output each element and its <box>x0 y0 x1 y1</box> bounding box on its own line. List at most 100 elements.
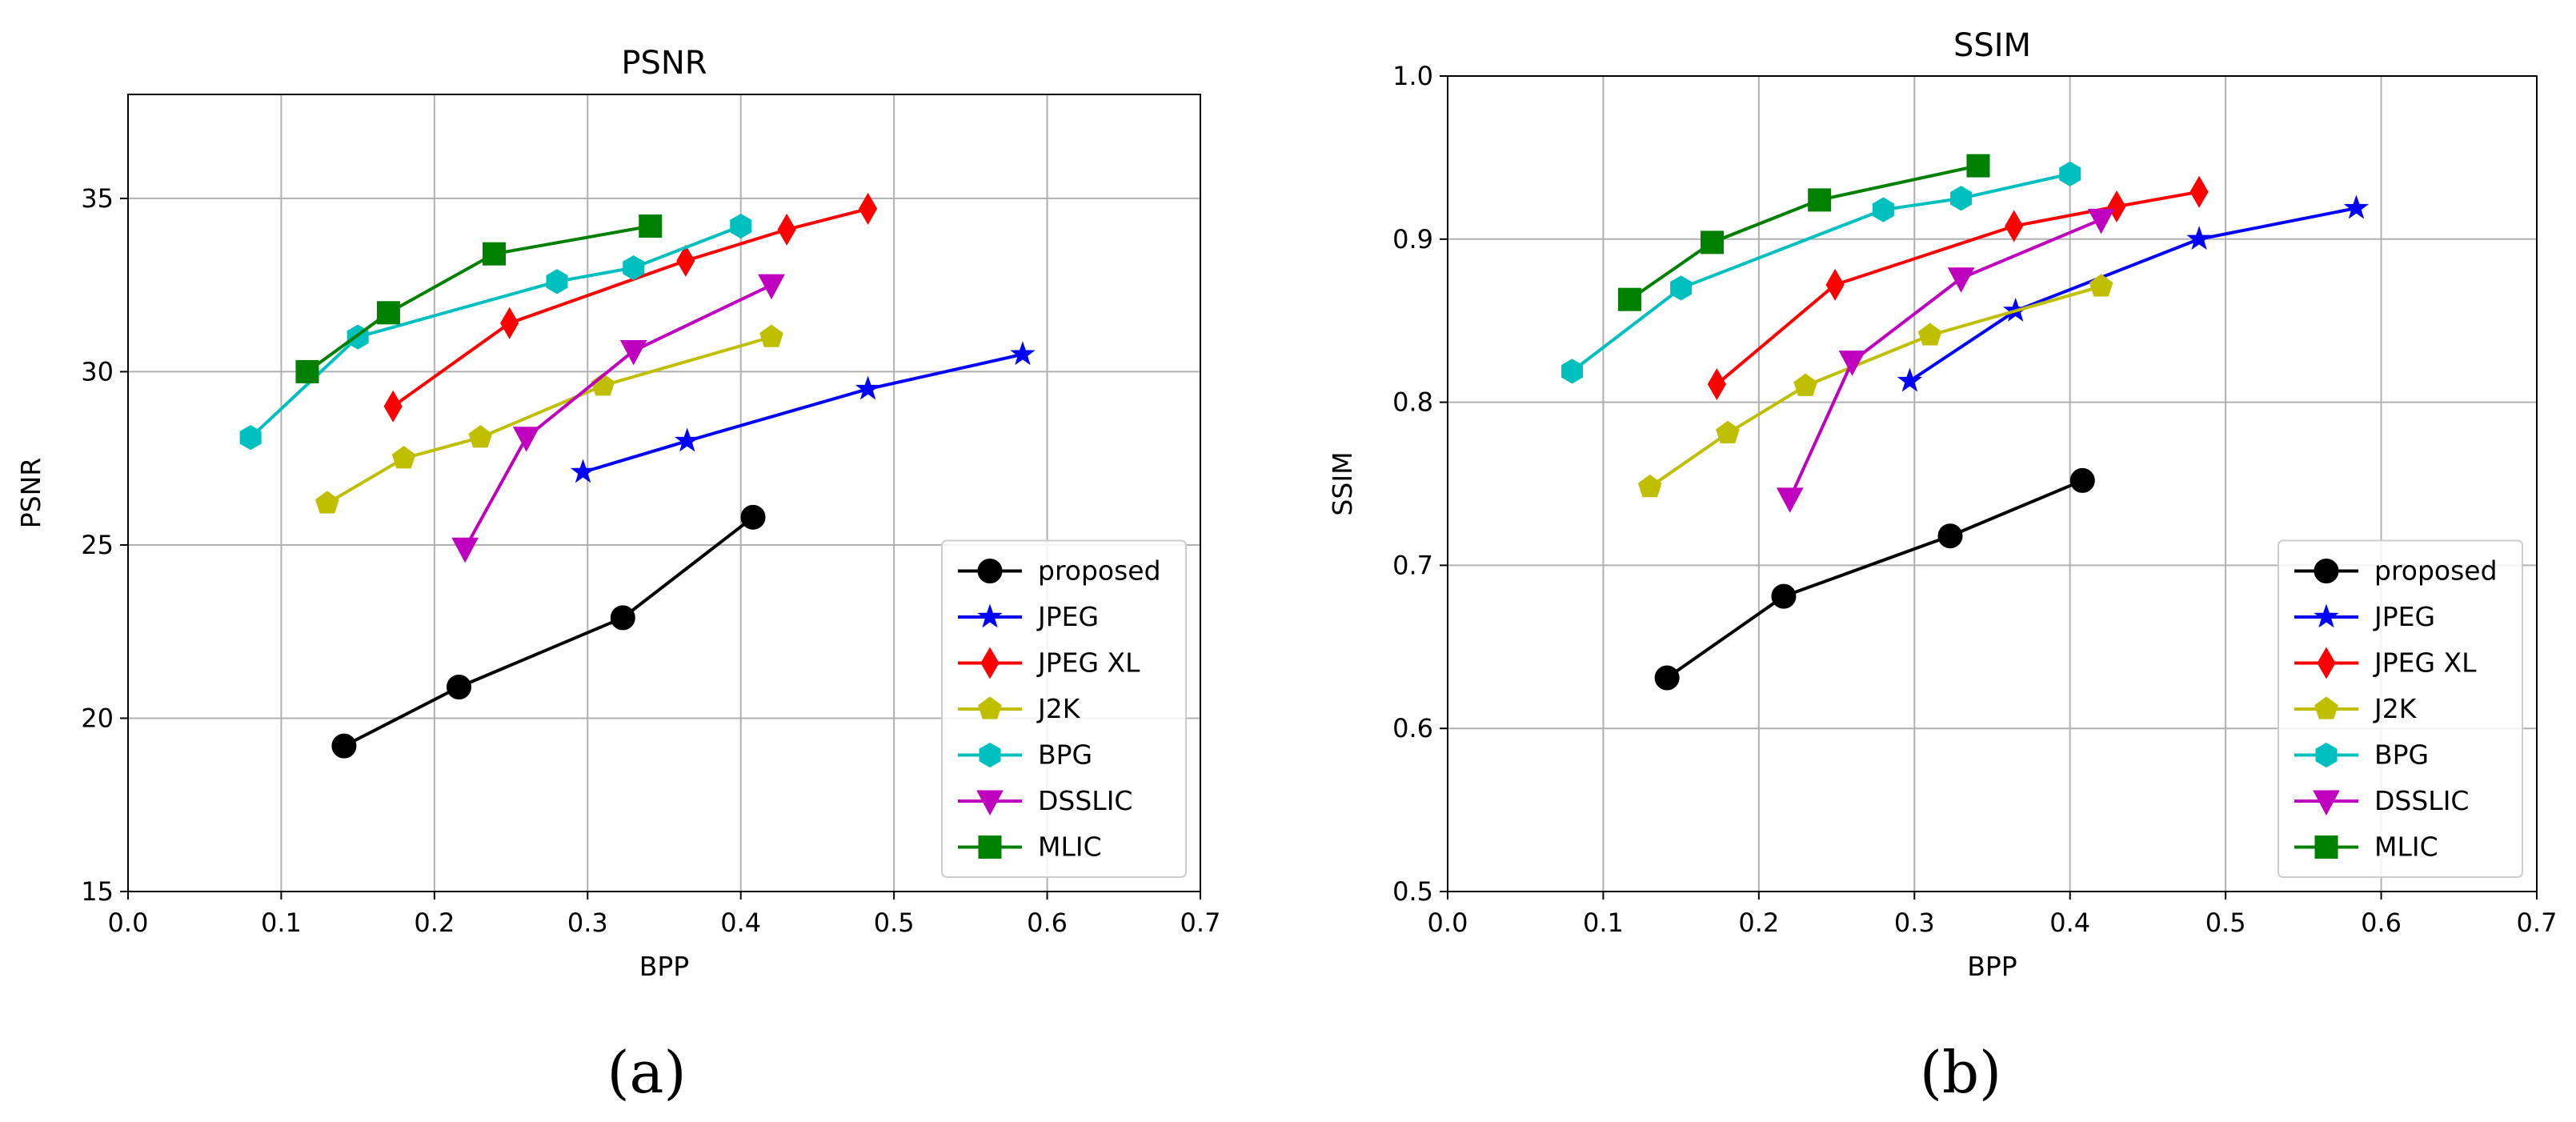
y-axis-label: SSIM <box>1327 451 1358 515</box>
data-point <box>2189 175 2209 208</box>
data-point <box>2059 161 2081 186</box>
series-proposed <box>1654 467 2095 691</box>
data-point <box>759 324 783 347</box>
series-bpg <box>1561 161 2081 384</box>
data-point <box>1947 267 1975 293</box>
data-point <box>619 339 647 366</box>
data-point <box>1950 186 1973 211</box>
legend-label: DSSLIC <box>1038 785 1132 816</box>
y-tick-label: 1.0 <box>1392 61 1433 91</box>
data-point <box>2186 226 2212 250</box>
x-tick-label: 0.5 <box>874 908 915 938</box>
legend-box <box>2278 539 2523 878</box>
legend-item: proposed <box>958 555 1161 587</box>
data-point <box>777 213 796 246</box>
legend-marker <box>2315 742 2338 768</box>
y-tick-label: 25 <box>81 530 114 560</box>
legend-marker <box>976 790 1004 816</box>
legend-label: JPEG XL <box>2373 647 2477 679</box>
y-tick-label: 0.6 <box>1392 713 1433 743</box>
y-tick-label: 0.7 <box>1392 550 1433 580</box>
legend-marker <box>2317 647 2336 679</box>
series-j2k <box>1637 274 2113 498</box>
legend-item: JPEG XL <box>958 647 1140 679</box>
data-point <box>2069 467 2095 493</box>
legend-label: BPG <box>1038 739 1092 771</box>
series-jpeg <box>570 341 1036 483</box>
legend-marker <box>2314 559 2339 583</box>
x-tick-label: 0.3 <box>567 908 608 938</box>
legend-label: proposed <box>1038 555 1161 587</box>
series-line <box>306 224 651 374</box>
y-tick-label: 0.5 <box>1392 876 1433 907</box>
x-tick-label: 0.2 <box>1738 908 1779 938</box>
data-point <box>376 301 400 325</box>
series-line <box>1788 218 2102 499</box>
series-line <box>1665 479 2084 679</box>
data-point <box>383 390 403 423</box>
data-point <box>855 375 881 400</box>
series-mlic <box>295 214 663 383</box>
legend-marker <box>978 696 1002 719</box>
data-point <box>676 244 695 277</box>
legend-label: BPG <box>2374 739 2429 771</box>
y-axis-label: PSNR <box>15 458 46 528</box>
data-point <box>1561 359 1584 384</box>
y-tick-label: 0.9 <box>1392 224 1433 254</box>
legend-marker <box>977 603 1003 628</box>
data-point <box>610 605 635 631</box>
data-point <box>391 446 416 469</box>
subcaption-a: (a) <box>607 1039 686 1106</box>
data-point <box>1793 373 1818 396</box>
legend: proposed JPEG JPEG XL J2K BPG DSSLIC MLIC <box>2278 539 2523 878</box>
x-tick-label: 0.6 <box>2361 908 2402 938</box>
data-point <box>483 242 507 266</box>
x-tick-label: 0.2 <box>414 908 455 938</box>
series-dsslic <box>451 274 785 563</box>
legend-label: J2K <box>1036 693 1081 724</box>
data-point <box>2005 210 2024 242</box>
series-jpeg-xl <box>1707 175 2209 401</box>
legend-marker <box>2314 696 2338 719</box>
legend-label: JPEG <box>1036 601 1099 632</box>
data-point <box>1937 523 1963 549</box>
data-point <box>675 427 700 452</box>
x-tick-label: 0.7 <box>2517 908 2558 938</box>
series-line <box>343 515 755 747</box>
subcaption-b: (b) <box>1920 1039 2001 1106</box>
x-axis-label: BPP <box>639 951 689 982</box>
series-dsslic <box>1776 208 2115 513</box>
chart-title: PSNR <box>621 45 707 82</box>
data-point <box>570 459 596 483</box>
legend-marker <box>2313 790 2340 816</box>
legend-marker <box>2314 835 2338 859</box>
data-point <box>1771 583 1797 609</box>
legend-marker <box>977 559 1003 583</box>
data-point <box>446 675 471 700</box>
x-axis-label: BPP <box>1967 951 2017 982</box>
data-point <box>1897 367 1923 392</box>
series-mlic <box>1617 154 1990 311</box>
data-point <box>1670 275 1693 301</box>
data-point <box>1776 487 1804 513</box>
data-point <box>331 733 357 759</box>
legend-item: J2K <box>958 693 1081 724</box>
legend-label: MLIC <box>1038 831 1102 863</box>
x-tick-label: 0.0 <box>1428 908 1468 938</box>
data-point <box>239 425 262 451</box>
legend-marker <box>980 647 1000 679</box>
x-tick-label: 0.5 <box>2205 908 2246 938</box>
data-point <box>639 214 663 238</box>
x-tick-label: 0.1 <box>261 908 302 938</box>
data-point <box>1966 154 1990 178</box>
series-proposed <box>331 504 766 759</box>
series-line <box>1909 206 2357 383</box>
legend-label: JPEG <box>2373 601 2435 632</box>
data-point <box>1617 287 1641 311</box>
series-line <box>463 283 772 550</box>
data-point <box>758 274 785 300</box>
data-point <box>512 427 540 452</box>
legend-item: proposed <box>2294 555 2498 587</box>
